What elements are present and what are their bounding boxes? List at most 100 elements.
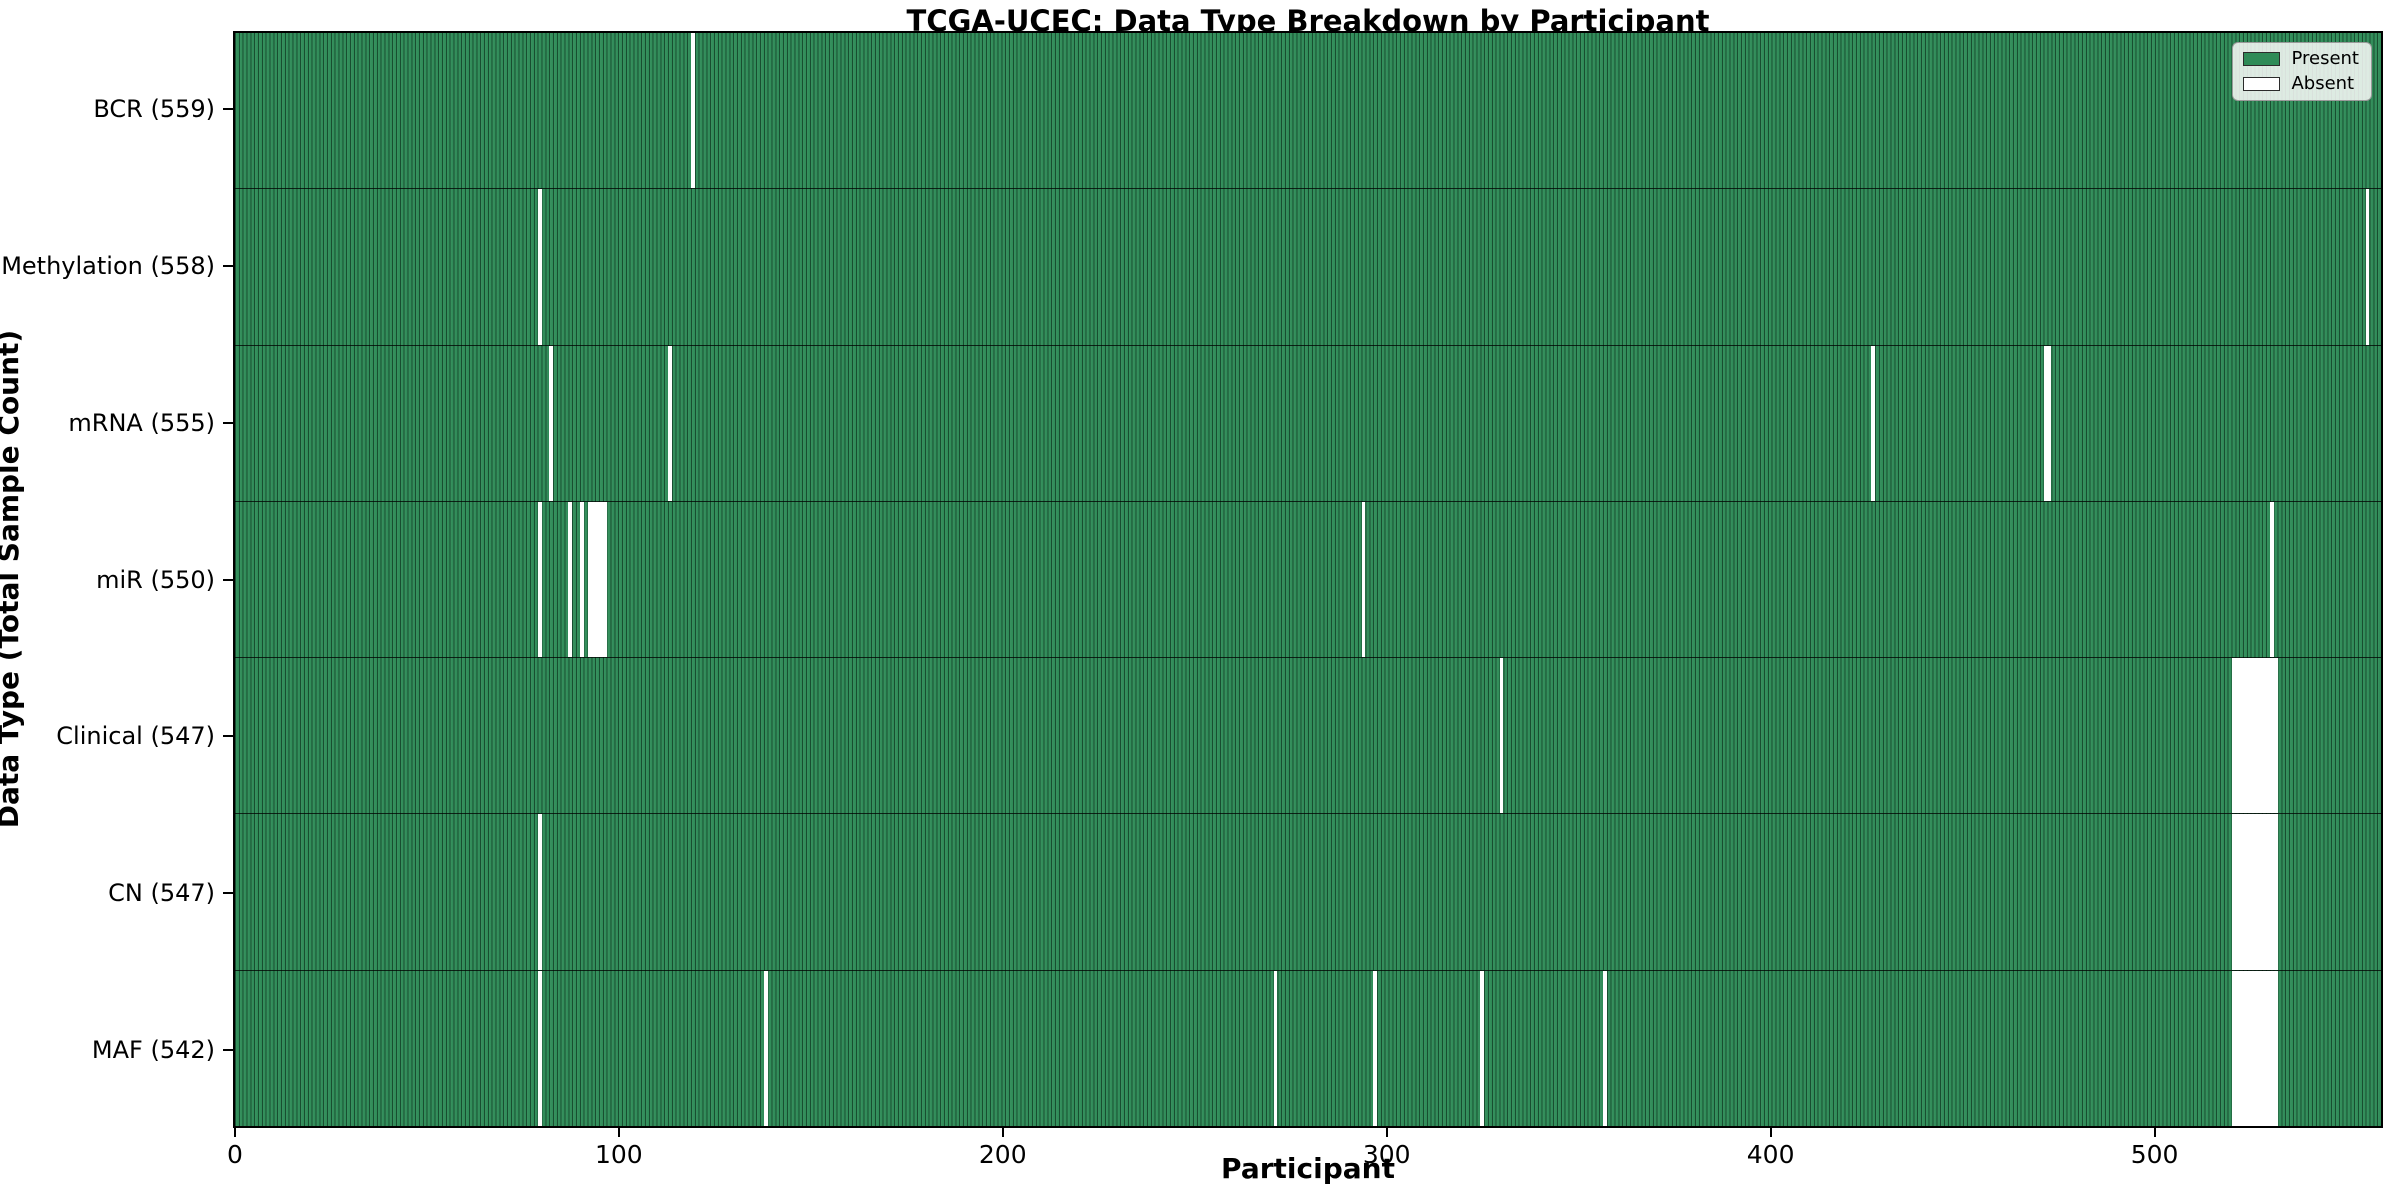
absent-gap	[668, 345, 672, 501]
absent-gap	[2254, 970, 2259, 1126]
absent-gap	[763, 970, 768, 1126]
absent-gap	[537, 501, 542, 658]
absent-gap	[2258, 658, 2263, 814]
absent-gap	[1871, 345, 1876, 501]
ytick-label-mRNA: mRNA (555)	[68, 408, 215, 437]
legend-item-present: Present	[2243, 50, 2359, 68]
xtick-mark	[1769, 1128, 1772, 1137]
ytick-mark	[223, 735, 233, 738]
absent-gap	[2250, 658, 2255, 814]
absent-gap	[2365, 189, 2370, 345]
row-MAF	[235, 969, 2381, 1126]
absent-gap	[2239, 658, 2244, 814]
absent-gap	[2269, 970, 2274, 1126]
absent-gap	[591, 501, 596, 658]
legend-item-absent: Absent	[2243, 75, 2359, 93]
absent-gap	[2239, 970, 2244, 1126]
ytick-label-Methylation: Methylation (558)	[1, 252, 215, 281]
absent-gap	[2266, 814, 2270, 970]
absent-gap	[2231, 814, 2236, 970]
absent-gap	[2043, 345, 2048, 501]
absent-gap	[2246, 970, 2251, 1126]
xtick-label-200: 200	[978, 1140, 1027, 1169]
row-miR	[235, 500, 2381, 658]
absent-gap	[2231, 658, 2236, 814]
xtick-mark	[1385, 1128, 1388, 1137]
absent-gap	[1603, 970, 1607, 1126]
absent-gap	[2254, 814, 2259, 970]
absent-gap	[2258, 970, 2263, 1126]
absent-gap	[2262, 814, 2267, 970]
xtick-mark	[1001, 1128, 1004, 1137]
absent-gap	[2254, 658, 2259, 814]
absent-gap	[2047, 345, 2052, 501]
legend-present-label: Present	[2291, 48, 2359, 69]
row-Clinical	[235, 657, 2381, 814]
absent-gap	[1499, 658, 1504, 814]
absent-gap	[2243, 970, 2247, 1126]
absent-gap	[691, 33, 695, 189]
xtick-label-0: 0	[226, 1140, 243, 1169]
absent-gap	[1273, 970, 1278, 1126]
absent-gap	[2239, 814, 2244, 970]
xtick-mark	[617, 1128, 620, 1137]
absent-gap	[2273, 658, 2278, 814]
absent-gap	[549, 345, 554, 501]
xtick-label-400: 400	[1746, 1140, 1795, 1169]
present-swatch	[2243, 52, 2281, 66]
absent-gap	[2269, 814, 2274, 970]
absent-gap	[568, 501, 573, 658]
ytick-label-Clinical: Clinical (547)	[56, 722, 215, 751]
absent-gap	[595, 501, 600, 658]
absent-gap	[2269, 658, 2274, 814]
ytick-mark	[223, 578, 233, 581]
heatmap-rows	[235, 33, 2381, 1126]
absent-gap	[1480, 970, 1485, 1126]
absent-gap	[2235, 970, 2240, 1126]
xtick-label-500: 500	[2130, 1140, 2179, 1169]
absent-gap	[2258, 814, 2263, 970]
absent-gap	[1373, 970, 1377, 1126]
absent-gap	[2243, 814, 2247, 970]
plot-area: Present Absent	[233, 31, 2383, 1128]
absent-gap	[2266, 658, 2270, 814]
ytick-mark	[223, 891, 233, 894]
absent-gap	[2273, 970, 2278, 1126]
ytick-label-CN: CN (547)	[108, 878, 215, 907]
absent-gap	[537, 814, 542, 970]
absent-swatch	[2243, 77, 2281, 91]
absent-gap	[1361, 501, 1366, 658]
ytick-mark	[223, 1048, 233, 1051]
absent-gap	[2273, 814, 2278, 970]
xtick-label-100: 100	[594, 1140, 643, 1169]
absent-gap	[602, 501, 607, 658]
absent-gap	[2246, 658, 2251, 814]
xtick-label-300: 300	[1362, 1140, 1411, 1169]
xtick-mark	[2153, 1128, 2156, 1137]
absent-gap	[2266, 970, 2270, 1126]
absent-gap	[2231, 970, 2236, 1126]
absent-gap	[579, 501, 584, 658]
absent-gap	[2269, 501, 2274, 658]
y-axis-ticks: BCR (559) Methylation (558) mRNA (555) miR …	[0, 31, 233, 1128]
row-CN	[235, 813, 2381, 970]
absent-gap	[537, 189, 542, 345]
legend: Present Absent	[2232, 42, 2372, 101]
absent-gap	[587, 501, 592, 658]
x-axis-ticks: 0 100 200 300 400 500	[227, 1128, 2383, 1169]
row-mRNA	[235, 344, 2381, 501]
absent-gap	[2262, 658, 2267, 814]
ytick-mark	[223, 108, 233, 111]
xtick-mark	[233, 1128, 236, 1137]
absent-gap	[2246, 814, 2251, 970]
row-Methylation	[235, 188, 2381, 345]
ytick-mark	[223, 265, 233, 268]
ytick-label-BCR: BCR (559)	[93, 95, 215, 124]
absent-gap	[599, 501, 603, 658]
absent-gap	[2243, 658, 2247, 814]
absent-gap	[2235, 658, 2240, 814]
absent-gap	[2262, 970, 2267, 1126]
absent-gap	[2235, 814, 2240, 970]
ytick-mark	[223, 421, 233, 424]
